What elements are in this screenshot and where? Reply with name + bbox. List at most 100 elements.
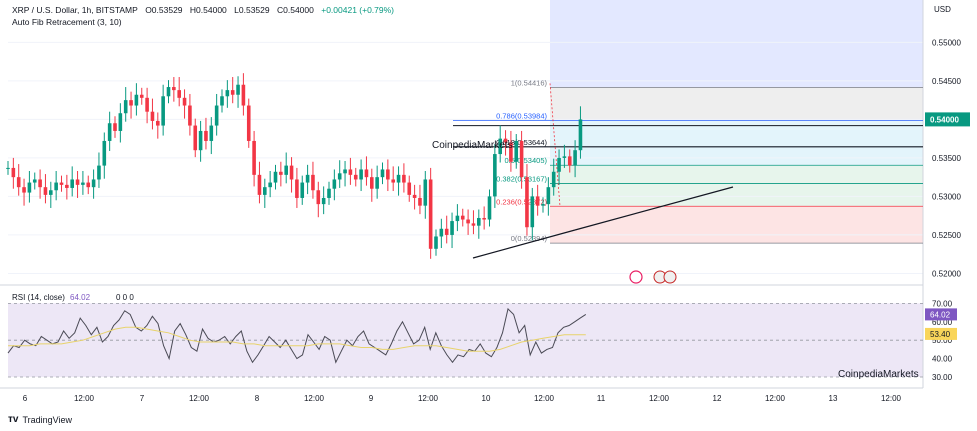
grid	[0, 0, 924, 389]
candle-body	[59, 182, 64, 185]
watermark-top: CoinpediaMarkets	[432, 140, 513, 151]
candle-body	[300, 182, 305, 198]
candle-body	[573, 150, 577, 166]
time-tick: 12:00	[418, 394, 439, 403]
rsi-tick: 40.00	[932, 355, 953, 364]
candle-body	[134, 94, 139, 106]
candle-body	[129, 100, 133, 106]
candle-body	[65, 184, 69, 188]
time-tick: 9	[369, 394, 374, 403]
fib-retracement[interactable]: 1(0.54416)0.786(0.53984)0.618(0.53644)0.…	[453, 78, 923, 244]
candle-body	[102, 140, 107, 166]
candle-body	[220, 96, 224, 106]
candle-body	[370, 177, 374, 189]
candle-body	[546, 187, 551, 205]
price-tick: 0.53500	[932, 154, 961, 163]
candle-body	[225, 90, 230, 97]
candle-body	[172, 87, 176, 91]
candle-body	[519, 140, 524, 178]
candle-body	[444, 228, 449, 235]
candle-body	[257, 174, 262, 195]
candle-body	[402, 174, 406, 183]
trendlines[interactable]: CoinpediaMarkets	[432, 140, 734, 284]
candle-body	[359, 169, 363, 180]
currency-label: USD	[934, 5, 951, 14]
indicator-legend[interactable]: Auto Fib Retracement (3, 10)	[12, 17, 127, 27]
candle-body	[578, 119, 583, 151]
rsi-line	[7, 307, 587, 364]
candle-body	[498, 138, 502, 155]
candle-body	[503, 138, 508, 143]
candle-body	[380, 169, 385, 178]
candle-body	[541, 204, 545, 206]
candles	[6, 73, 583, 259]
candle-body	[16, 177, 21, 188]
indicator-name[interactable]: Auto Fib Retracement (3, 10)	[12, 17, 122, 27]
candle-body	[321, 197, 326, 205]
time-tick: 12:00	[649, 394, 670, 403]
candle-body	[337, 173, 342, 180]
candle-body	[204, 130, 208, 141]
time-tick: 12:00	[534, 394, 555, 403]
trendline-upper	[574, 186, 734, 231]
candle-body	[182, 97, 187, 106]
candle-body	[252, 140, 256, 175]
candle-body	[407, 182, 412, 195]
candle-body	[348, 169, 353, 175]
candle-body	[177, 90, 181, 98]
current-price-label: 0.54000	[930, 115, 959, 124]
candle-body	[305, 174, 310, 183]
candle-body	[246, 105, 251, 141]
candle-body	[396, 174, 401, 183]
candle-body	[22, 187, 26, 193]
candle-body	[332, 179, 337, 189]
fib-zone-lightblue	[550, 120, 923, 166]
candle-body	[161, 96, 165, 126]
fib-zone-green	[550, 165, 923, 207]
candle-body	[557, 157, 561, 172]
tradingview-branding[interactable]: ᴛᴠ TradingView	[8, 414, 72, 425]
candle-body	[86, 182, 91, 188]
candle-body	[418, 197, 422, 206]
candle-body	[54, 182, 58, 191]
candle-body	[487, 196, 492, 220]
fib-label: 0.5(0.53405)	[504, 156, 547, 165]
fib-zone-red	[550, 206, 923, 244]
candle-body	[434, 236, 438, 249]
rsi-tick: 60.00	[932, 318, 953, 327]
symbol-title[interactable]: XRP / U.S. Dollar, 1h, BITSTAMP	[12, 5, 138, 15]
rsi-tick: 50.00	[932, 336, 953, 345]
candle-body	[327, 188, 331, 198]
candle-body	[150, 111, 155, 121]
ohlc-high: H0.54000	[189, 5, 227, 15]
candle-body	[38, 179, 42, 188]
time-tick: 13	[829, 394, 838, 403]
rsi-ma-tag	[925, 327, 957, 340]
candle-body	[311, 174, 315, 191]
candle-body	[412, 194, 417, 198]
candle-body	[375, 177, 379, 189]
candle-body	[364, 169, 369, 178]
candle-body	[113, 123, 117, 131]
rsi-tick: 30.00	[932, 373, 953, 382]
candle-body	[439, 228, 444, 237]
candle-body	[188, 105, 192, 126]
candle-body	[295, 179, 299, 198]
ohlc-change: +0.00421 (+0.79%)	[321, 5, 395, 15]
candle-body	[316, 190, 321, 205]
candle-body	[391, 179, 395, 183]
axes: 0.55000 0.54500 0.54000 0.53500 0.53000 0.525…	[23, 5, 970, 403]
candle-body	[562, 156, 567, 158]
candle-body	[214, 105, 219, 126]
rsi-ma-label: 53.40	[930, 330, 951, 339]
rsi-value-tag	[925, 308, 957, 321]
current-price-tag	[925, 112, 970, 127]
price-tick: 0.55000	[932, 38, 961, 47]
rsi-legend-label: RSI (14, close)	[12, 293, 65, 302]
rsi-value-label: 64.02	[930, 310, 951, 319]
candle-body	[450, 221, 454, 235]
time-tick: 11	[597, 394, 606, 403]
candle-body	[525, 177, 529, 228]
time-tick: 12:00	[304, 394, 325, 403]
